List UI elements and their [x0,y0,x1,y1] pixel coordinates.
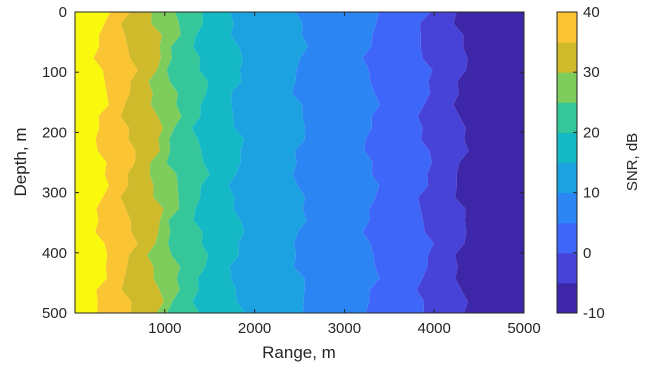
snr-band--5 [416,12,469,313]
snr-band-15 [191,12,246,313]
colorbar-segment [557,102,577,133]
snr-band-20 [166,12,210,313]
snr-band-30 [120,12,164,313]
y-axis: 0 100 200 300 400 500 [42,4,524,322]
snr-band-0 [362,12,434,313]
colorbar-segment [557,252,577,284]
x-tick-label: 5000 [507,320,540,337]
x-axis-label: Range, m [262,343,336,362]
colorbar-tick-label: 30 [583,64,600,81]
x-tick-label: 3000 [328,320,361,337]
y-tick-label: 200 [42,124,67,141]
colorbar-tick-label: 10 [583,185,600,202]
snr-band-5 [291,12,380,313]
plot-frame [74,11,525,314]
colorbar-segment [557,12,577,43]
colorbar-tick-label: 20 [583,124,600,141]
y-tick-label: 500 [42,305,67,322]
colorbar-tick-label: 40 [583,4,600,21]
y-tick-label: 400 [42,245,67,262]
x-axis: 1000 2000 3000 4000 5000 [148,12,541,337]
snr-band-35 [93,12,138,313]
colorbar [557,12,577,314]
x-tick-label: 1000 [148,320,181,337]
contour-bands [75,12,524,313]
snr-band-25 [147,12,182,313]
plot-area [75,12,524,313]
colorbar-segment [557,42,577,73]
colorbar-segment [557,282,577,314]
x-tick-label: 2000 [238,320,271,337]
colorbar-tick-label: -10 [583,305,605,322]
colorbar-label: SNR, dB [624,133,641,191]
colorbar-frame [556,11,578,314]
x-tick-label: 4000 [418,320,451,337]
colorbar-segment [557,162,577,194]
snr-band--10 [453,12,524,313]
colorbar-segment [557,132,577,163]
colorbar-axis: -10 0 10 20 30 40 [573,4,605,322]
snr-band-10 [228,12,308,313]
snr-band-40 [75,12,111,313]
y-tick-label: 300 [42,185,67,202]
y-tick-label: 0 [59,4,67,21]
colorbar-tick-label: 0 [583,245,591,262]
colorbar-segment [557,72,577,103]
y-axis-label: Depth, m [11,128,30,197]
y-tick-label: 100 [42,64,67,81]
colorbar-segment [557,192,577,224]
colorbar-segment [557,222,577,254]
